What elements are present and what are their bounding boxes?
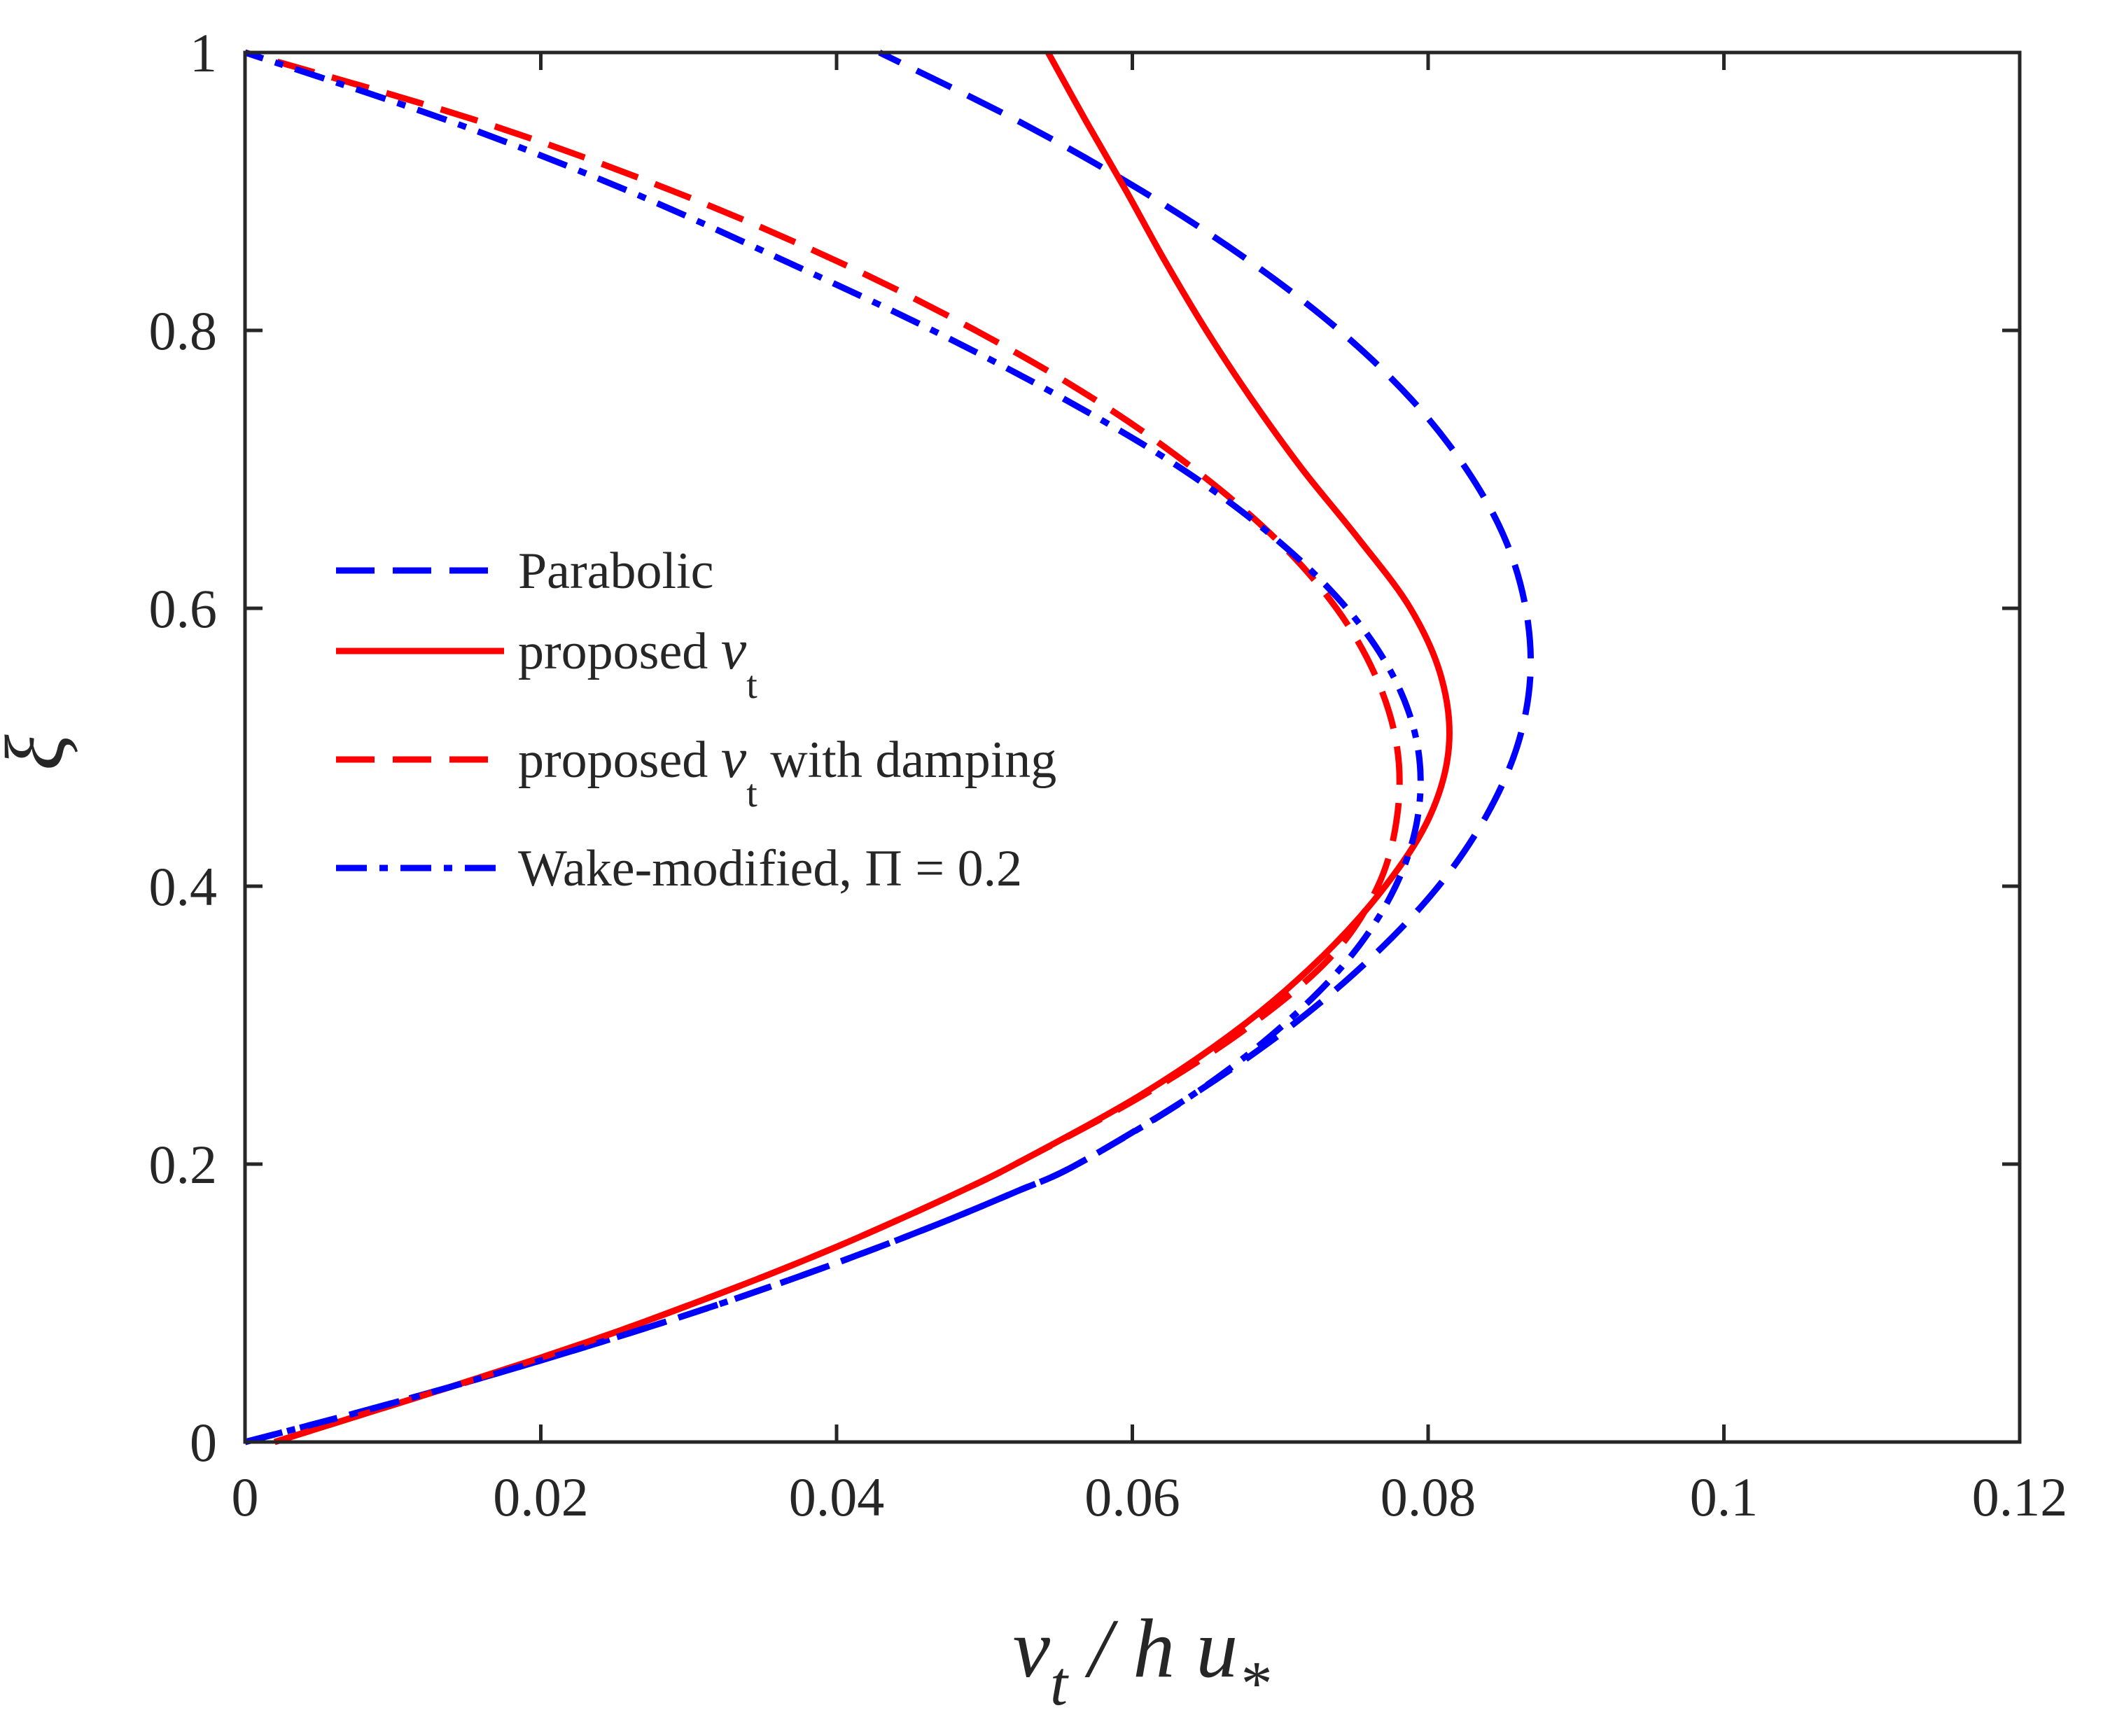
ticks [243, 50, 2022, 1444]
y-tick-label: 1 [190, 22, 217, 83]
legend-nu-symbol: ν [721, 726, 747, 790]
series-proposed-damping-line [244, 49, 1403, 1446]
y-tick-label: 0.8 [149, 300, 218, 361]
series-wake-modified-line [244, 49, 1424, 1446]
x-axis-label-nu: ν [1013, 1602, 1051, 1695]
legend-label-proposed: proposed νt [518, 617, 757, 707]
x-tick-label: 0 [232, 1466, 259, 1527]
series-parabolic-line [244, 49, 1535, 1446]
legend-subscript: t [746, 772, 757, 816]
y-tick-label: 0.2 [149, 1134, 218, 1195]
legend-label-text: proposed [518, 732, 721, 789]
legend-label-text: proposed [518, 623, 721, 680]
plot-area [244, 49, 1535, 1446]
legend-nu-symbol: ν [721, 617, 747, 681]
x-axis-label: νt / h u* [1013, 1602, 1270, 1718]
x-tick-label: 0.08 [1381, 1466, 1476, 1527]
x-tick-label: 0.1 [1690, 1466, 1759, 1527]
legend-label-text: Wake-modified, Π = 0.2 [518, 840, 1022, 897]
tick-labels: 0 0.02 0.04 0.06 0.08 0.1 0.12 0 0.2 0.4 0.6 0.8 1 [149, 22, 2068, 1527]
legend-label-wake-modified: Wake-modified, Π = 0.2 [518, 840, 1022, 897]
y-axis-label: ξ [0, 734, 81, 771]
x-axis-label-subscript-t: t [1050, 1649, 1069, 1718]
x-tick-label: 0.02 [493, 1466, 589, 1527]
x-tick-label: 0.06 [1084, 1466, 1180, 1527]
x-axis-label-subscript-star: * [1238, 1649, 1269, 1718]
x-tick-label: 0.04 [789, 1466, 885, 1527]
legend-label-proposed-damping: proposed νt with damping [518, 726, 1056, 816]
legend-label-suffix: with damping [757, 732, 1057, 789]
y-tick-label: 0.4 [149, 856, 218, 917]
legend-label-parabolic: Parabolic [518, 542, 713, 600]
y-tick-label: 0 [190, 1412, 217, 1473]
x-axis-label-rest: / h u [1068, 1602, 1238, 1695]
legend-subscript: t [746, 664, 757, 707]
legend-label-text: Parabolic [518, 542, 713, 600]
y-tick-label: 0.6 [149, 578, 218, 639]
x-tick-label: 0.12 [1972, 1466, 2068, 1527]
